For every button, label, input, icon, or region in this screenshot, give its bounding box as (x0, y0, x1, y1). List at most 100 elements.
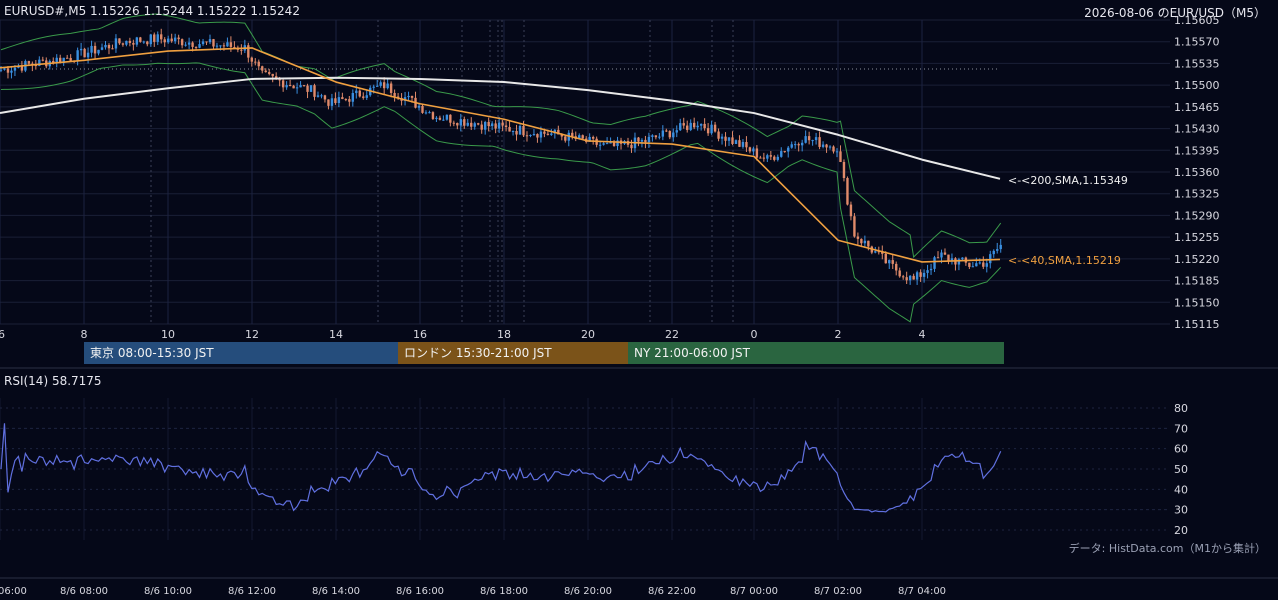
time-tick-label-bottom: 8/6 16:00 (396, 586, 444, 597)
time-tick-label-bottom: 8/6 18:00 (480, 586, 528, 597)
candle-body (247, 45, 250, 58)
candle-body (651, 135, 654, 137)
candle-body (79, 48, 83, 51)
candle-body (828, 146, 832, 148)
candle-body (463, 119, 466, 126)
candle-body (863, 240, 867, 244)
candle-body (748, 147, 752, 152)
candle-body (776, 156, 779, 160)
candle-body (292, 85, 295, 89)
candle-body (6, 68, 10, 73)
candle-body (811, 140, 814, 142)
candle-body (487, 121, 490, 127)
candle-body (100, 47, 104, 50)
time-tick-label: 14 (329, 328, 343, 341)
candle-body (205, 41, 208, 43)
candle-body (787, 147, 790, 152)
candle-body (163, 39, 166, 43)
candle-body (160, 34, 163, 40)
candle-body (358, 90, 361, 97)
candle-body (177, 37, 180, 40)
time-tick-label: 0 (751, 328, 758, 341)
candle-body (490, 123, 494, 127)
candle-body (184, 44, 187, 46)
candle-body (922, 272, 926, 277)
candle-body (261, 66, 264, 71)
rsi-tick-label: 80 (1174, 402, 1188, 415)
candle-body (452, 122, 456, 124)
rsi-tick-label: 20 (1174, 524, 1188, 537)
candle-body (264, 70, 267, 73)
candle-body (672, 132, 675, 138)
candle-body (525, 135, 529, 137)
candle-body (846, 178, 849, 205)
candle-body (668, 131, 671, 138)
candle-body (689, 122, 692, 130)
sma200-line (0, 76, 1001, 180)
candle-body (821, 144, 825, 147)
candle-body (912, 275, 915, 280)
candle-body (226, 42, 229, 47)
candle-body (679, 123, 682, 131)
candle-body (156, 34, 159, 42)
candle-body (494, 123, 497, 129)
candle-body (316, 95, 320, 97)
time-tick-label-bottom: 8/6 10:00 (144, 586, 192, 597)
candle-body (407, 95, 410, 98)
candle-body (382, 82, 386, 89)
candle-body (299, 85, 302, 88)
price-tick-label: 1.15465 (1174, 101, 1220, 114)
data-source-note: データ: HistData.com（M1から集計） (1068, 542, 1266, 555)
candle-body (849, 204, 853, 217)
candle-body (522, 125, 525, 136)
candle-body (215, 45, 219, 47)
candle-body (982, 262, 985, 267)
candle-body (107, 44, 111, 49)
candle-body (69, 57, 72, 61)
candle-body (895, 263, 898, 271)
time-tick-label: 10 (161, 328, 175, 341)
candle-body (992, 250, 995, 255)
candle-body (271, 73, 274, 77)
candle-body (86, 52, 90, 58)
price-tick-label: 1.15255 (1174, 231, 1220, 244)
candle-body (738, 140, 741, 147)
sma200-label: <-<200,SMA,1.15349 (1008, 174, 1128, 187)
candle-body (111, 48, 114, 50)
time-tick-label-bottom: 06:00 (0, 586, 27, 597)
candle-body (780, 151, 783, 157)
candle-body (929, 268, 933, 271)
candle-body (745, 142, 748, 148)
candle-body (65, 57, 69, 59)
price-tick-label: 1.15605 (1174, 14, 1220, 27)
candle-body (881, 251, 884, 254)
time-tick-label-bottom: 8/6 14:00 (312, 586, 360, 597)
price-tick-label: 1.15150 (1174, 296, 1220, 309)
candle-body (710, 124, 713, 134)
candle-body (187, 42, 191, 45)
candle-body (445, 114, 449, 120)
candle-body (532, 134, 536, 136)
price-tick-label: 1.15290 (1174, 209, 1220, 222)
candle-body (752, 148, 755, 152)
candle-body (536, 134, 539, 138)
candle-body (13, 67, 17, 71)
candle-body (167, 38, 170, 43)
candle-body (121, 43, 125, 45)
candle-body (212, 39, 215, 47)
candle-body (198, 44, 201, 48)
rsi-tick-label: 50 (1174, 463, 1188, 476)
candle-body (504, 125, 508, 128)
candle-body (125, 40, 128, 45)
candle-body (355, 90, 358, 94)
candle-body (114, 38, 118, 49)
price-tick-label: 1.15570 (1174, 36, 1220, 49)
sma40-line (0, 47, 1001, 263)
candle-body (612, 142, 616, 147)
candle-body (933, 257, 936, 269)
candle-body (146, 41, 149, 45)
candle-body (295, 87, 299, 89)
candle-body (901, 276, 905, 278)
candle-body (741, 142, 745, 147)
rsi-panel (0, 407, 1170, 531)
